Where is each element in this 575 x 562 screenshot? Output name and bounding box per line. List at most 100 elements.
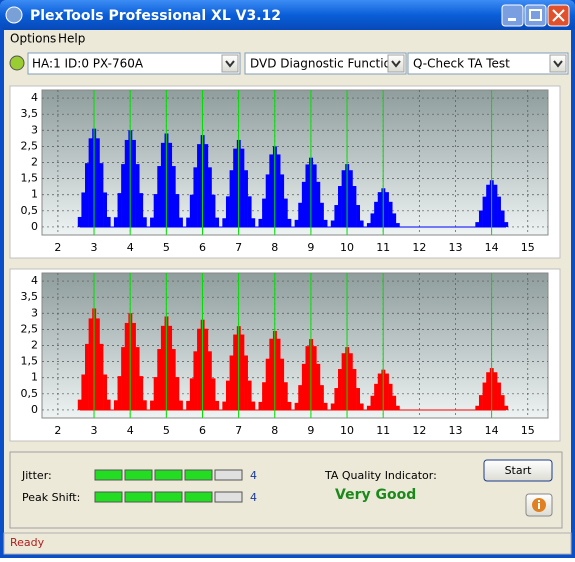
bar xyxy=(305,346,310,410)
x-tick-label: 4 xyxy=(127,424,134,437)
bar xyxy=(493,372,498,410)
x-tick-label: 5 xyxy=(163,241,170,254)
level-segment-on xyxy=(94,469,123,481)
bar xyxy=(356,205,360,227)
bar xyxy=(197,328,201,410)
quality-label: TA Quality Indicator: xyxy=(324,469,437,482)
combo-arrow[interactable] xyxy=(549,54,567,73)
drive-combo[interactable] xyxy=(27,52,241,75)
bar xyxy=(294,402,299,410)
y-tick-label: 1 xyxy=(31,188,38,201)
bar xyxy=(265,358,270,410)
bar xyxy=(222,218,227,227)
level-segment-off xyxy=(214,491,243,503)
bar xyxy=(215,400,220,410)
results-panel xyxy=(9,451,563,529)
test-combo[interactable] xyxy=(407,52,569,75)
bar xyxy=(171,349,176,410)
bar xyxy=(113,217,118,227)
bar xyxy=(395,405,400,410)
function-combo[interactable] xyxy=(244,52,407,75)
bar xyxy=(168,142,173,227)
bar xyxy=(262,382,267,410)
bar xyxy=(244,355,248,410)
x-tick-label: 10 xyxy=(340,424,354,437)
bar xyxy=(294,219,299,227)
y-tick-label: 1,5 xyxy=(21,355,39,368)
bar xyxy=(135,164,140,227)
bar xyxy=(99,343,104,410)
y-tick-label: 2 xyxy=(31,156,38,169)
maximize-button[interactable] xyxy=(524,4,547,27)
y-tick-label: 1,5 xyxy=(21,172,39,185)
bar xyxy=(211,194,216,227)
bar xyxy=(204,328,209,410)
y-tick-label: 3 xyxy=(31,123,38,136)
close-icon xyxy=(552,9,565,22)
bar xyxy=(504,222,509,227)
x-tick-label: 8 xyxy=(271,241,278,254)
bar xyxy=(240,334,245,410)
bar xyxy=(341,170,346,227)
y-tick-label: 0,5 xyxy=(21,387,39,400)
bar xyxy=(269,154,274,227)
minimize-button[interactable] xyxy=(501,4,524,27)
bar xyxy=(142,400,147,410)
bar xyxy=(103,192,107,227)
bar xyxy=(359,403,364,410)
y-tick-label: 0 xyxy=(31,220,38,233)
arrow-icon xyxy=(391,60,401,68)
bar xyxy=(348,170,353,227)
bar xyxy=(482,382,487,410)
bar xyxy=(287,401,292,410)
y-tick-label: 4 xyxy=(31,274,38,287)
bar xyxy=(157,166,162,227)
bar xyxy=(95,318,100,410)
bar xyxy=(207,351,212,410)
menu-item[interactable]: Help xyxy=(58,32,85,46)
bar xyxy=(312,346,317,410)
bar xyxy=(99,163,104,227)
bar xyxy=(486,372,491,410)
y-tick-label: 2 xyxy=(31,339,38,352)
x-tick-label: 12 xyxy=(412,241,426,254)
bar xyxy=(392,213,397,227)
bar xyxy=(171,166,176,227)
level-segment-on xyxy=(154,491,183,503)
x-tick-label: 7 xyxy=(235,424,242,437)
y-tick-label: 3,5 xyxy=(21,107,39,120)
bar xyxy=(175,377,180,410)
bar xyxy=(117,376,122,410)
start-button[interactable] xyxy=(483,459,553,482)
bar xyxy=(280,358,285,410)
bar xyxy=(251,401,256,410)
bar xyxy=(316,181,321,227)
bar xyxy=(153,377,158,410)
bar xyxy=(298,385,303,410)
bar xyxy=(189,378,194,410)
bar xyxy=(500,395,505,410)
bar xyxy=(301,181,306,227)
menu-item[interactable]: Options xyxy=(10,32,56,46)
bar xyxy=(388,383,393,410)
combo-arrow[interactable] xyxy=(221,54,239,73)
x-tick-label: 11 xyxy=(376,241,390,254)
bar xyxy=(323,402,328,410)
bar xyxy=(338,186,342,227)
bar xyxy=(229,170,234,227)
bar xyxy=(338,369,342,410)
bar xyxy=(81,374,86,410)
x-tick-label: 2 xyxy=(54,241,61,254)
bar xyxy=(298,202,303,227)
bar xyxy=(113,400,118,410)
y-tick-label: 0 xyxy=(31,403,38,416)
y-tick-label: 4 xyxy=(31,91,38,104)
bar xyxy=(153,194,158,227)
combo-arrow[interactable] xyxy=(387,54,405,73)
bar xyxy=(77,216,82,227)
bar xyxy=(493,184,498,227)
title-bar xyxy=(0,0,575,30)
bar xyxy=(178,217,183,227)
level-segment-on xyxy=(124,491,153,503)
